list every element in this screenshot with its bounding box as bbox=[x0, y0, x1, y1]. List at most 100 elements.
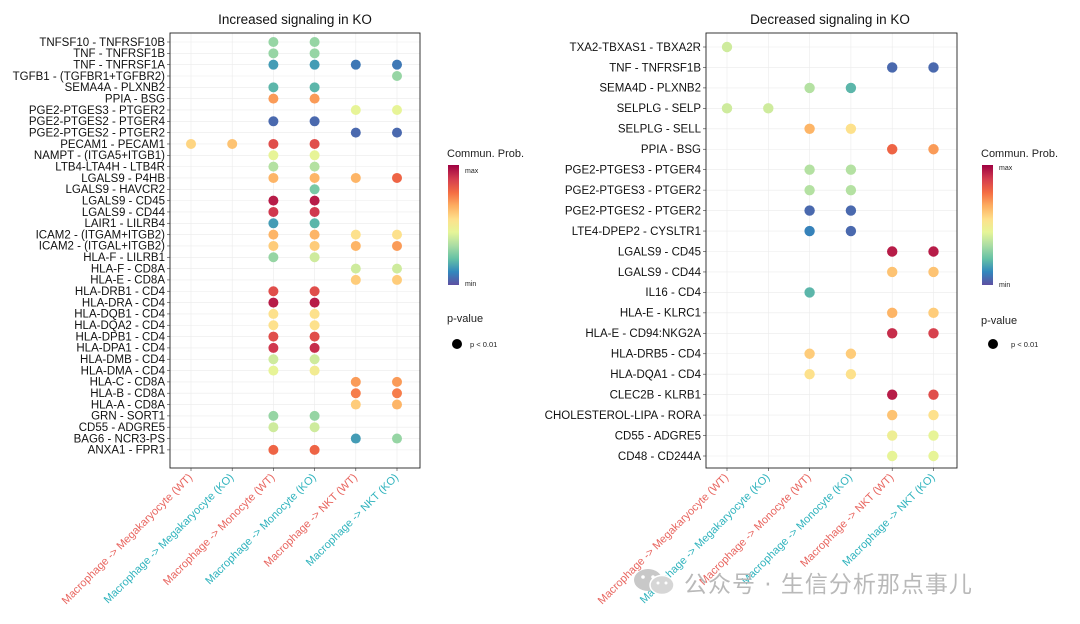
data-point bbox=[804, 123, 815, 134]
data-point bbox=[309, 252, 320, 263]
data-point bbox=[350, 127, 361, 138]
y-tick-label: PGE2-PTGES3 - PTGER4 bbox=[565, 165, 702, 177]
y-tick-label: SELPLG - SELP bbox=[617, 103, 702, 115]
y-tick-label: PGE2-PTGES3 - PTGER2 bbox=[565, 185, 701, 197]
data-point bbox=[392, 104, 402, 115]
data-point bbox=[268, 308, 279, 319]
y-tick-label: HLA-DPA1 - CD4 bbox=[76, 343, 165, 355]
data-point bbox=[392, 70, 402, 81]
data-point bbox=[763, 103, 774, 114]
data-point bbox=[309, 422, 320, 433]
data-point bbox=[268, 342, 279, 353]
y-tick-label: HLA-DRA - CD4 bbox=[82, 297, 166, 309]
data-point bbox=[392, 172, 402, 183]
data-point bbox=[392, 229, 402, 240]
colorbar bbox=[982, 165, 993, 285]
data-point bbox=[268, 444, 279, 455]
data-point bbox=[845, 348, 857, 359]
data-point bbox=[350, 388, 361, 399]
plot-background bbox=[706, 33, 957, 468]
y-tick-label: HLA-DQB1 - CD4 bbox=[74, 309, 165, 321]
y-tick-label: TXA2-TBXAS1 - TBXA2R bbox=[570, 42, 701, 54]
wechat-icon bbox=[634, 569, 675, 596]
data-point bbox=[845, 164, 857, 175]
data-point bbox=[309, 240, 320, 251]
chart-title: Decreased signaling in KO bbox=[750, 12, 910, 27]
data-point bbox=[309, 320, 320, 331]
data-point bbox=[887, 62, 898, 73]
y-tick-label: HLA-DRB5 - CD4 bbox=[611, 349, 702, 361]
data-point bbox=[309, 410, 320, 421]
y-tick-label: LAIR1 - LILRB4 bbox=[84, 218, 165, 230]
data-point bbox=[350, 433, 361, 444]
y-tick-label: PECAM1 - PECAM1 bbox=[60, 139, 165, 151]
data-point bbox=[309, 342, 320, 353]
chart-panel-increased: Increased signaling in KO TNFSF10 - TNFRS… bbox=[13, 12, 421, 607]
y-tick-label: GRN - SORT1 bbox=[91, 411, 165, 423]
y-tick-label: HLA-DPB1 - CD4 bbox=[76, 331, 166, 343]
data-point bbox=[309, 308, 320, 319]
y-tick-label: PGE2-PTGES2 - PTGER4 bbox=[29, 116, 166, 128]
data-point bbox=[309, 150, 320, 161]
data-point bbox=[268, 252, 279, 263]
y-tick-label: TNF - TNFRSF1B bbox=[609, 62, 701, 74]
data-point bbox=[392, 263, 402, 274]
data-point bbox=[309, 37, 320, 47]
data-point bbox=[350, 376, 361, 387]
data-point bbox=[309, 172, 320, 183]
data-point bbox=[928, 328, 939, 339]
data-point bbox=[845, 82, 857, 94]
data-point bbox=[392, 376, 402, 387]
legend-increased: Commun. Prob. max min p-value p < 0.01 bbox=[447, 148, 524, 349]
y-tick-label: TNFSF10 - TNFRSF10B bbox=[39, 37, 165, 49]
data-point bbox=[268, 286, 279, 297]
y-tick-label: HLA-E - KLRC1 bbox=[620, 308, 701, 320]
y-tick-label: HLA-A - CD8A bbox=[91, 399, 165, 411]
data-point bbox=[268, 82, 279, 93]
data-point bbox=[268, 116, 279, 127]
watermark: 公众号 · 生信分析那点事儿 bbox=[632, 562, 1072, 602]
colorbar-min-label: min bbox=[999, 282, 1010, 289]
data-point bbox=[928, 266, 939, 278]
y-tick-label: PGE2-PTGES2 - PTGER2 bbox=[565, 205, 701, 217]
data-point bbox=[392, 399, 402, 410]
data-point bbox=[268, 422, 279, 433]
y-tick-label: TNF - TNFRSF1A bbox=[73, 59, 165, 71]
data-point bbox=[804, 82, 815, 94]
legend-color-title: Commun. Prob. bbox=[447, 148, 524, 160]
legend-decreased: Commun. Prob. max min p-value p < 0.01 bbox=[981, 148, 1058, 349]
y-tick-label: SEMA4D - PLXNB2 bbox=[599, 83, 701, 95]
y-tick-label: SEMA4A - PLXNB2 bbox=[65, 82, 165, 94]
data-point bbox=[928, 430, 939, 441]
data-point bbox=[928, 246, 939, 257]
data-point bbox=[227, 138, 238, 149]
data-point bbox=[268, 150, 279, 161]
data-point bbox=[392, 433, 402, 444]
data-point bbox=[350, 274, 361, 285]
y-tick-label: PPIA - BSG bbox=[105, 93, 165, 105]
y-tick-label: NAMPT - (ITGA5+ITGB1) bbox=[34, 150, 165, 162]
y-tick-label: ANXA1 - FPR1 bbox=[88, 445, 165, 457]
data-point bbox=[309, 48, 320, 59]
data-point bbox=[268, 93, 279, 104]
data-point bbox=[309, 297, 320, 308]
data-point bbox=[268, 37, 279, 47]
data-point bbox=[845, 369, 857, 380]
data-point bbox=[350, 104, 361, 115]
data-point bbox=[887, 266, 898, 278]
colorbar-max-label: max bbox=[999, 165, 1013, 172]
y-tick-label: HLA-B - CD8A bbox=[90, 388, 165, 400]
plot-border bbox=[169, 32, 421, 469]
data-point bbox=[928, 389, 939, 400]
y-tick-label: LTE4-DPEP2 - CYSLTR1 bbox=[572, 226, 701, 238]
y-tick-label: PPIA - BSG bbox=[641, 144, 701, 156]
data-point bbox=[887, 450, 898, 462]
y-tick-label: HLA-DQA2 - CD4 bbox=[74, 320, 165, 332]
data-point bbox=[268, 331, 279, 342]
data-point bbox=[392, 388, 402, 399]
data-point bbox=[268, 354, 279, 365]
data-point bbox=[887, 328, 898, 339]
data-point bbox=[845, 205, 857, 216]
colorbar-max-label: max bbox=[465, 168, 479, 175]
